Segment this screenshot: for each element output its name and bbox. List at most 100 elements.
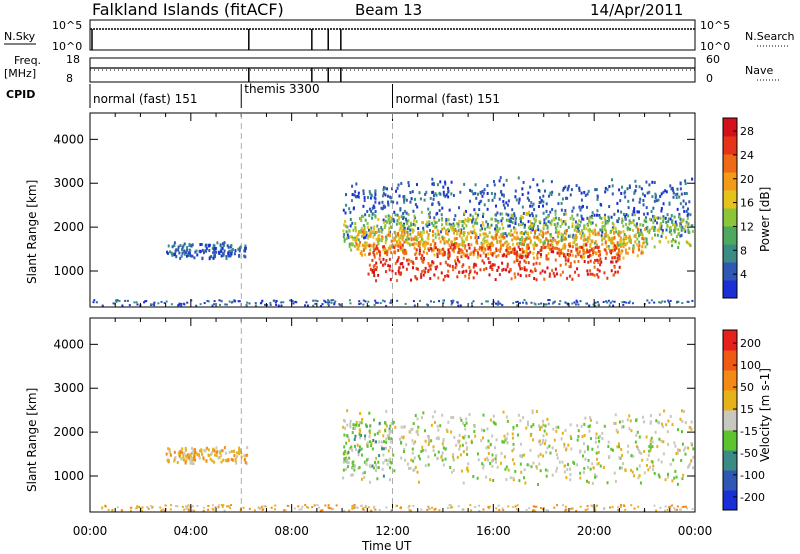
data-cell (411, 243, 414, 247)
data-cell (398, 194, 401, 198)
data-cell (234, 459, 237, 463)
data-cell (364, 235, 367, 239)
data-cell (669, 184, 672, 188)
data-cell (498, 273, 501, 277)
data-cell (589, 418, 592, 422)
data-cell (349, 425, 352, 429)
data-cell (636, 226, 639, 230)
ground-scatter-cell (312, 299, 315, 302)
data-cell (611, 192, 614, 196)
data-cell (512, 476, 515, 480)
data-cell (519, 267, 522, 271)
ground-scatter-cell (606, 301, 609, 304)
ground-scatter-cell (327, 302, 330, 305)
ground-scatter-cell (630, 504, 633, 507)
data-cell (403, 226, 406, 230)
data-cell (388, 257, 391, 261)
data-cell (687, 464, 690, 468)
data-cell (359, 436, 362, 440)
data-cell (599, 202, 602, 206)
data-cell (403, 252, 406, 256)
data-cell (375, 237, 378, 241)
data-cell (454, 214, 457, 218)
data-cell (657, 420, 660, 424)
ground-scatter-cell (367, 300, 370, 303)
data-cell (583, 190, 586, 194)
data-cell (210, 451, 213, 455)
data-cell (467, 462, 470, 466)
data-cell (355, 182, 358, 186)
data-cell (479, 233, 482, 237)
data-cell (523, 266, 526, 270)
data-cell (554, 238, 557, 242)
data-cell (659, 216, 662, 220)
data-cell (429, 267, 432, 271)
data-cell (197, 452, 200, 456)
data-cell (377, 429, 380, 433)
data-cell (532, 262, 535, 266)
data-cell (638, 435, 641, 439)
data-cell (692, 447, 695, 451)
data-cell (554, 246, 557, 250)
data-cell (230, 449, 233, 453)
data-cell (519, 419, 522, 423)
data-cell (415, 220, 418, 224)
data-cell (435, 220, 438, 224)
data-cell (566, 252, 569, 256)
data-cell (463, 221, 466, 225)
data-cell (506, 203, 509, 207)
data-cell (596, 243, 599, 247)
data-cell (377, 466, 380, 470)
data-cell (392, 250, 395, 254)
data-cell (424, 439, 427, 443)
data-cell (601, 436, 604, 440)
data-cell (378, 257, 381, 261)
data-cell (546, 469, 549, 473)
freq-tick-bottom: 8 (66, 72, 73, 85)
data-cell (380, 440, 383, 444)
ground-scatter-cell (545, 303, 548, 306)
ground-scatter-cell (317, 506, 320, 509)
data-cell (539, 271, 542, 275)
data-cell (655, 216, 658, 220)
data-cell (398, 266, 401, 270)
ground-scatter-cell (164, 504, 167, 507)
data-cell (372, 466, 375, 470)
data-cell (373, 206, 376, 210)
data-cell (488, 226, 491, 230)
data-cell (561, 460, 564, 464)
ground-scatter-cell (608, 304, 611, 307)
data-cell (233, 450, 236, 454)
data-cell (591, 252, 594, 256)
data-cell (656, 233, 659, 237)
data-cell (493, 235, 496, 239)
data-cell (582, 246, 585, 250)
data-cell (650, 226, 653, 230)
data-cell (580, 214, 583, 218)
data-cell (662, 220, 665, 224)
data-cell (559, 248, 562, 252)
ground-scatter-cell (659, 301, 662, 304)
data-cell (653, 215, 656, 219)
data-cell (656, 221, 659, 225)
data-cell (181, 451, 184, 455)
nave-label: Nave (745, 64, 773, 77)
data-cell (579, 208, 582, 212)
data-cell (587, 260, 590, 264)
data-cell (490, 244, 493, 248)
ground-scatter-cell (373, 303, 376, 306)
data-cell (641, 241, 644, 245)
data-cell (526, 463, 529, 467)
data-cell (510, 213, 513, 217)
data-cell (454, 229, 457, 233)
data-cell (607, 440, 610, 444)
data-cell (382, 192, 385, 196)
data-cell (463, 246, 466, 250)
data-cell (205, 446, 208, 450)
data-cell (484, 254, 487, 258)
data-cell (689, 243, 692, 247)
data-cell (668, 201, 671, 205)
data-cell (371, 216, 374, 220)
data-cell (438, 218, 441, 222)
data-cell (577, 434, 580, 438)
